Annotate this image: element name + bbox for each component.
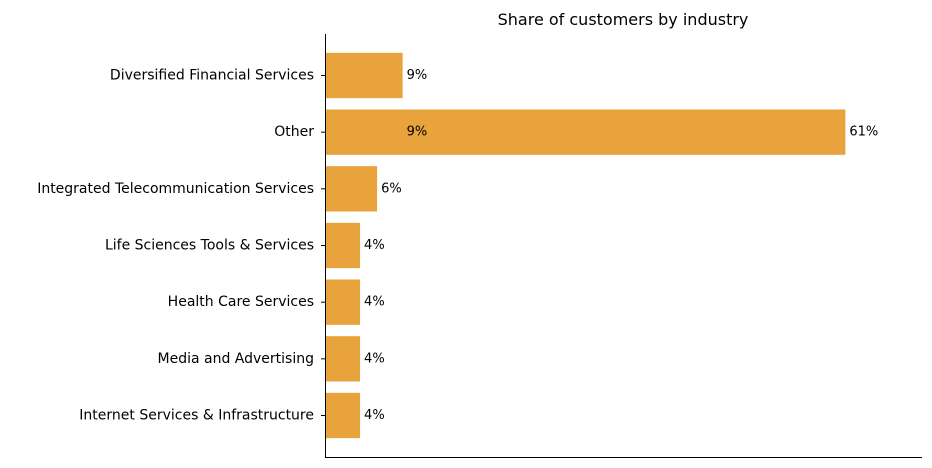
category-label-other: Other — [274, 124, 314, 140]
category-label-internet-services-and-infrastructure: Internet Services & Infrastructure — [79, 408, 314, 424]
bar-other — [326, 109, 846, 155]
bar-media-and-advertising — [326, 336, 361, 382]
value-label-diversified-financial-services: 9% — [407, 68, 428, 83]
value-label-other: 61% — [849, 125, 878, 140]
value-label-integrated-telecommunication-services: 6% — [381, 181, 402, 196]
labels-group: Diversified Financial Services 9% Other 61%… — [37, 68, 878, 424]
category-label-health-care-services: Health Care Services — [168, 294, 314, 310]
category-label-life-sciences-tools-and-services: Life Sciences Tools & Services — [105, 238, 314, 254]
bar-health-care-services — [326, 279, 361, 325]
value-label-media-and-advertising: 4% — [364, 351, 385, 366]
bars-group — [326, 52, 846, 439]
category-label-diversified-financial-services: Diversified Financial Services — [110, 68, 314, 84]
category-label-media-and-advertising: Media and Advertising — [158, 351, 314, 367]
value-label-internet-services-and-infrastructure: 4% — [364, 408, 385, 423]
chart-title: Share of customers by industry — [498, 10, 749, 29]
bar-life-sciences-tools-and-services — [326, 222, 361, 269]
bar-diversified-financial-services — [326, 52, 403, 99]
bar-integrated-telecommunication-services — [326, 166, 378, 212]
bar-internet-services-and-infrastructure — [326, 392, 361, 439]
value-label-life-sciences-tools-and-services: 4% — [364, 238, 385, 253]
value-label-health-care-services: 4% — [364, 295, 385, 310]
category-label-integrated-telecommunication-services: Integrated Telecommunication Services — [37, 181, 314, 197]
annotation-label-other: 9% — [407, 125, 428, 140]
